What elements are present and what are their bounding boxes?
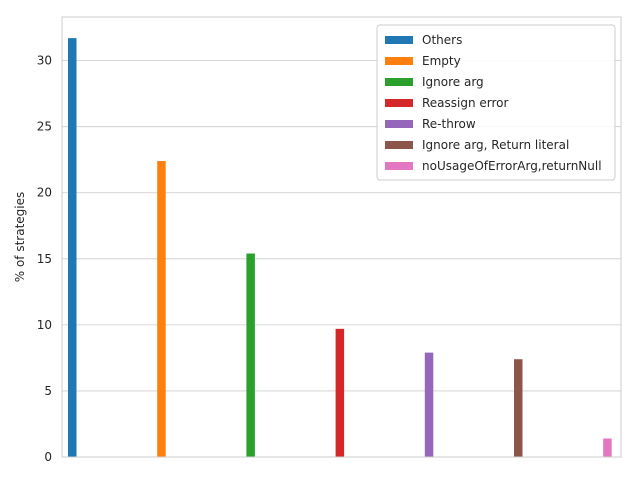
bar-re-throw: [424, 352, 434, 457]
y-tick-label: 20: [37, 186, 52, 200]
gridlines: [62, 60, 621, 458]
y-tick-label: 0: [44, 450, 52, 464]
y-tick-label: 25: [37, 120, 52, 134]
bar-nousageoferrorarg-returnnull: [603, 438, 612, 457]
legend-label: Ignore arg, Return literal: [422, 138, 569, 152]
legend: Others Empty Ignore arg Reassign error Re-th…: [376, 24, 616, 181]
y-tick-label: 15: [37, 252, 52, 266]
legend-label: Others: [422, 33, 462, 47]
legend-label: noUsageOfErrorArg,returnNull: [422, 159, 602, 173]
legend-swatch: [385, 141, 413, 149]
legend-label: Ignore arg: [422, 75, 484, 89]
bar-empty: [157, 161, 166, 457]
bar-ignore-arg-return-literal: [514, 359, 523, 457]
legend-swatch: [385, 36, 413, 44]
legend-swatch: [385, 78, 413, 86]
y-tick-label: 5: [44, 384, 52, 398]
plot-frame: [61, 16, 622, 458]
legend-swatch: [385, 162, 413, 170]
legend-label: Empty: [422, 54, 461, 68]
y-tick-label: 30: [37, 54, 52, 68]
bar-others: [68, 38, 77, 457]
y-tick-label: 10: [37, 318, 52, 332]
axes: [61, 16, 622, 458]
y-tick-labels: 0 5 10 15 20 25 30: [37, 54, 52, 464]
legend-label: Reassign error: [422, 96, 509, 110]
y-axis-label: % of strategies: [13, 192, 27, 283]
legend-swatch: [385, 120, 413, 128]
legend-swatch: [385, 99, 413, 107]
legend-label: Re-throw: [422, 117, 476, 131]
bars: [68, 38, 612, 457]
legend-box: [376, 24, 616, 181]
bar-reassign-error: [335, 328, 345, 457]
legend-swatch: [385, 57, 413, 65]
bar-ignore-arg: [246, 253, 255, 457]
